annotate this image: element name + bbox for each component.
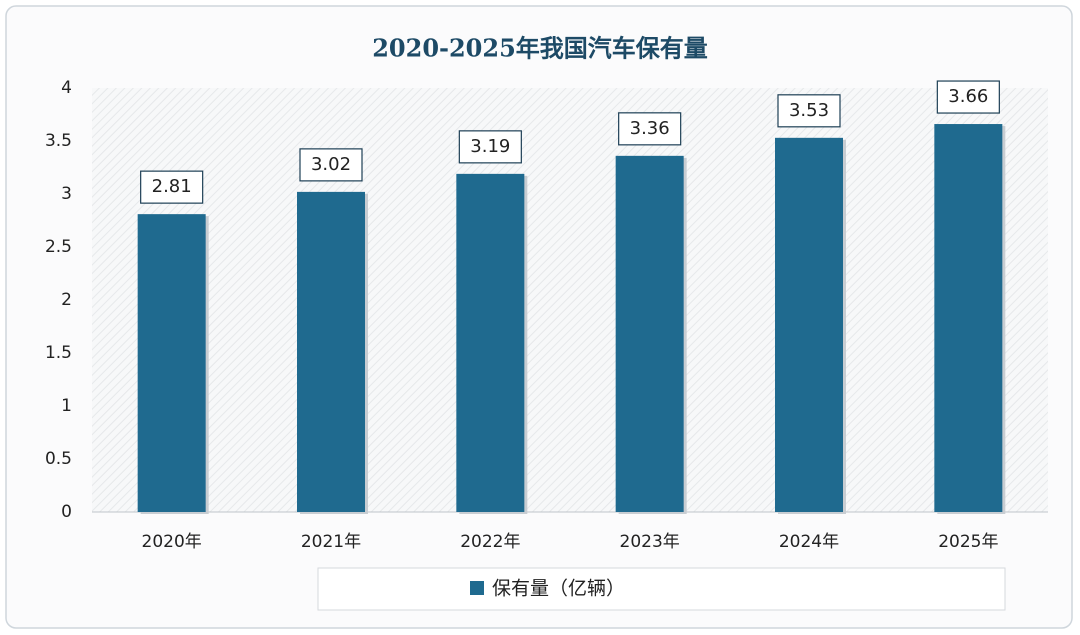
bar (456, 173, 525, 513)
y-tick-label: 2 (61, 290, 72, 310)
value-label: 3.19 (470, 136, 510, 157)
legend-box (317, 567, 1006, 611)
bar (297, 191, 365, 512)
value-label: 3.02 (311, 154, 351, 175)
bar (615, 155, 684, 512)
y-tick-label: 4 (61, 78, 72, 98)
bar (775, 137, 843, 512)
x-tick-label: 2024年 (779, 532, 839, 552)
legend-swatch (470, 581, 484, 595)
x-tick-label: 2023年 (620, 532, 680, 552)
y-tick-label: 3 (61, 184, 72, 204)
value-label-box (299, 148, 363, 182)
value-label-box (140, 170, 204, 204)
x-tick-label: 2022年 (460, 532, 520, 552)
bar (137, 214, 206, 512)
x-tick-label: 2020年 (142, 532, 202, 552)
y-tick-label: 0.5 (45, 449, 72, 469)
value-label: 3.53 (789, 100, 829, 121)
legend-label: 保有量（亿辆） (492, 578, 625, 600)
y-tick-label: 1 (61, 396, 72, 416)
x-tick-label: 2021年 (301, 532, 361, 552)
value-label-box (618, 112, 682, 146)
y-tick-label: 0 (61, 502, 72, 522)
x-tick-label: 2025年 (938, 532, 998, 552)
value-label: 3.36 (630, 118, 670, 139)
value-label: 2.81 (152, 176, 192, 197)
value-label-box (458, 130, 522, 164)
y-tick-label: 1.5 (45, 343, 72, 363)
bar (934, 124, 1003, 512)
y-tick-label: 3.5 (45, 131, 72, 151)
y-tick-label: 2.5 (45, 237, 72, 257)
value-label: 3.66 (948, 86, 988, 107)
value-label-box (777, 94, 841, 128)
chart-title: 2020-2025年我国汽车保有量 (372, 34, 708, 63)
plot-area (92, 88, 1048, 512)
value-label-box (936, 80, 1000, 114)
